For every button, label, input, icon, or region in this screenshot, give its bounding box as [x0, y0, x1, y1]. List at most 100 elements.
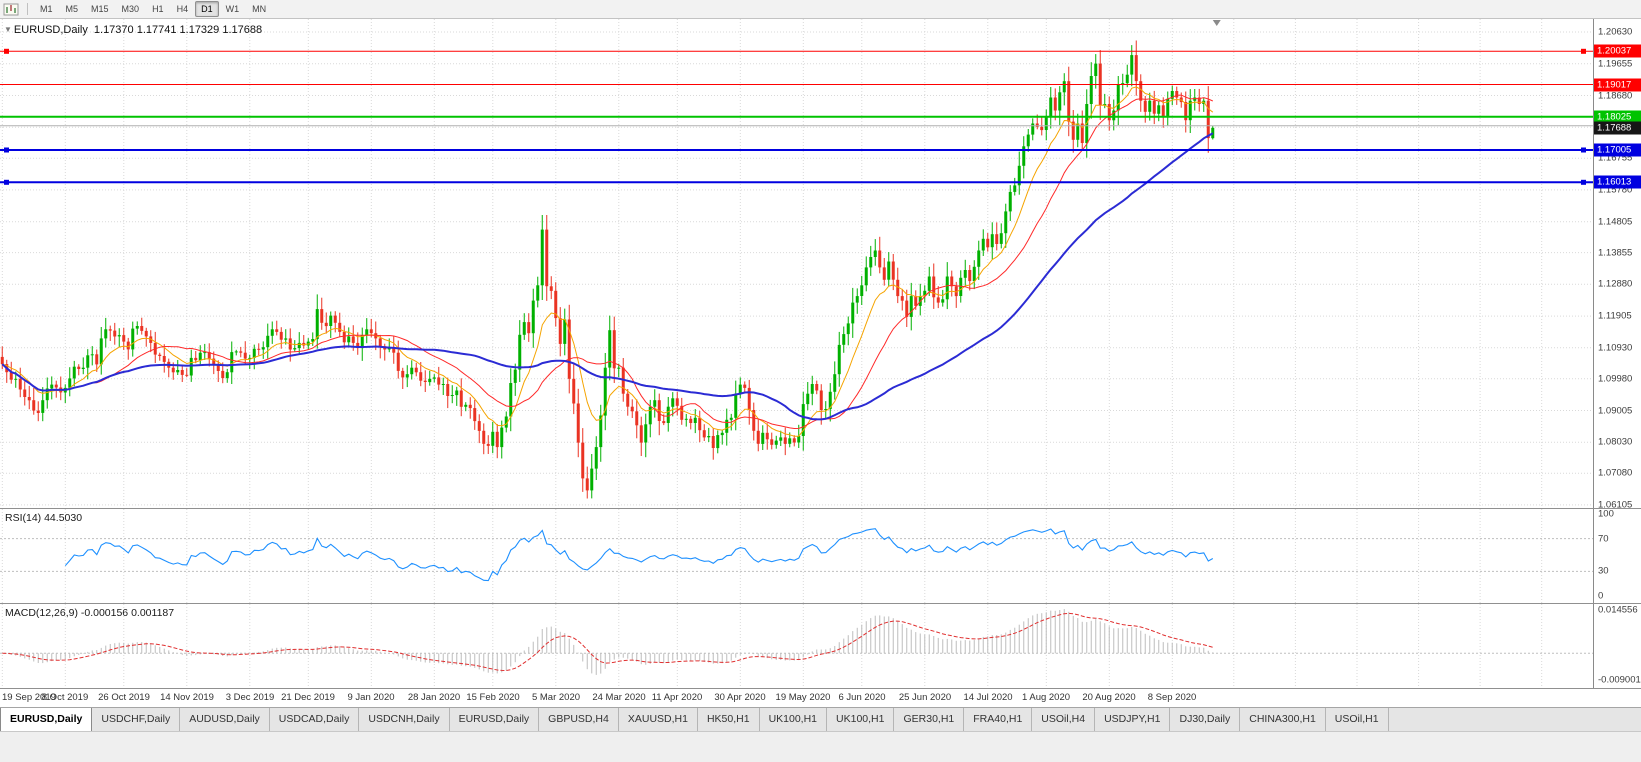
macd-label: MACD(12,26,9) -0.000156 0.001187	[5, 607, 175, 619]
collapse-arrow-icon[interactable]: ▼	[4, 25, 12, 34]
time-axis-label: 15 Feb 2020	[466, 692, 520, 703]
main-chart-panel[interactable]: ▼ EURUSD,Daily 1.17370 1.17741 1.17329 1.1…	[0, 19, 1641, 508]
time-axis-label: 24 Mar 2020	[592, 692, 646, 703]
chart-tab[interactable]: HK50,H1	[697, 708, 760, 731]
chart-tab[interactable]: UK100,H1	[827, 708, 895, 731]
time-axis-label: 9 Jan 2020	[347, 692, 395, 703]
time-axis-label: 8 Oct 2019	[41, 692, 89, 703]
time-axis-label: 14 Nov 2019	[160, 692, 214, 703]
price-chart-canvas[interactable]	[0, 19, 1593, 508]
price-axis-label: 1.08030	[1598, 436, 1633, 448]
time-axis-label: 21 Dec 2019	[281, 692, 335, 703]
time-axis-label: 25 Jun 2020	[898, 692, 952, 703]
price-axis: 1.206301.196551.186801.177051.167551.157…	[1593, 19, 1641, 508]
rsi-axis-label: 70	[1598, 533, 1609, 545]
price-axis-label: 1.11905	[1598, 310, 1632, 322]
chart-tab[interactable]: CHINA300,H1	[1240, 708, 1326, 731]
timeframe-button-m1[interactable]: M1	[40, 4, 53, 14]
time-axis-label: 14 Jul 2020	[963, 692, 1013, 703]
chart-tab[interactable]: USOil,H1	[1325, 708, 1389, 731]
rsi-axis-label: 100	[1598, 509, 1614, 520]
chart-info-line: ▼ EURUSD,Daily 1.17370 1.17741 1.17329 1.1…	[4, 24, 262, 36]
time-axis-label: 11 Apr 2020	[651, 692, 703, 703]
chart-tab[interactable]: UK100,H1	[759, 708, 828, 731]
chart-tab[interactable]: FRA40,H1	[964, 708, 1033, 731]
chart-tab[interactable]: USDCHF,Daily	[92, 708, 181, 731]
hline-price-tag: 1.20037	[1594, 44, 1641, 58]
rsi-canvas[interactable]	[0, 509, 1593, 603]
chart-tab[interactable]: USDCAD,Daily	[269, 708, 360, 731]
price-axis-label: 1.10930	[1598, 342, 1633, 354]
time-axis-label: 5 Mar 2020	[531, 692, 581, 703]
chart-tab[interactable]: EURUSD,Daily	[0, 708, 93, 731]
rsi-axis-label: 0	[1598, 590, 1604, 602]
timeframe-button-m30[interactable]: M30	[121, 4, 140, 14]
timeframe-button-w1[interactable]: W1	[225, 4, 240, 14]
hline-price-tag: 1.17005	[1594, 143, 1641, 157]
chart-symbol-label: EURUSD,Daily	[13, 24, 88, 36]
price-axis-label: 1.13855	[1598, 247, 1633, 259]
price-axis-label: 1.07080	[1598, 467, 1633, 479]
time-axis-label: 8 Sep 2020	[1147, 692, 1197, 703]
chart-tab[interactable]: USOil,H4	[1032, 708, 1096, 731]
macd-axis: 0.014556 -0.009001	[1593, 604, 1641, 688]
candlestick-chart-icon[interactable]	[3, 3, 19, 16]
time-axis-label: 20 Aug 2020	[1082, 692, 1136, 703]
hline-price-tag: 1.19017	[1594, 78, 1641, 91]
price-axis-label: 1.18680	[1598, 90, 1633, 101]
chart-tab[interactable]: EURUSD,Daily	[449, 708, 540, 731]
price-axis-label: 1.09980	[1598, 373, 1633, 385]
rsi-label: RSI(14) 44.5030	[5, 512, 83, 524]
time-axis-label: 28 Jan 2020	[407, 692, 461, 703]
price-axis-label: 1.09005	[1598, 405, 1633, 416]
hline-price-tag: 1.16013	[1594, 175, 1641, 189]
chart-tab[interactable]: USDJPY,H1	[1095, 708, 1171, 731]
timeframe-toolbar: M1 M5 M15 M30 H1 H4 D1 W1 MN	[0, 0, 1641, 19]
macd-axis-label: -0.009001	[1598, 674, 1641, 686]
chart-tab[interactable]: GER30,H1	[894, 708, 965, 731]
price-axis-label: 1.16755	[1598, 152, 1633, 164]
macd-axis-label: 0.014556	[1598, 604, 1638, 616]
timeframe-button-d1[interactable]: D1	[195, 1, 219, 17]
time-axis-label: 3 Dec 2019	[225, 692, 275, 703]
time-axis-label: 6 Jun 2020	[838, 692, 886, 703]
current-price-tag: 1.17688	[1594, 121, 1641, 135]
time-axis-label: 26 Oct 2019	[98, 692, 150, 703]
panel-splitter[interactable]	[0, 508, 1641, 509]
time-axis-label: 30 Apr 2020	[714, 692, 766, 703]
timeframe-button-m5[interactable]: M5	[65, 4, 79, 14]
price-axis-label: 1.12880	[1598, 278, 1633, 290]
time-axis: 19 Sep 2019 8 Oct 2019 26 Oct 2019 14 Nov 2…	[0, 689, 1641, 707]
time-axis-label: 19 Sep 2019	[2, 692, 56, 703]
chart-tab[interactable]: USDCNH,Daily	[359, 708, 450, 731]
chart-tab[interactable]: XAUUSD,H1	[618, 708, 698, 731]
chart-ohlc-values: 1.17370 1.17741 1.17329 1.17688	[93, 24, 263, 36]
chart-tabs: EURUSD,Daily USDCHF,Daily AUDUSD,Daily USDC…	[0, 707, 1641, 731]
time-axis-label: 19 May 2020	[775, 692, 831, 703]
hline-price-tag: 1.18025	[1594, 110, 1641, 124]
toolbar-separator	[27, 3, 28, 15]
rsi-axis: 100 70 30 0	[1593, 509, 1641, 603]
macd-canvas[interactable]	[0, 604, 1593, 688]
chart-tab[interactable]: GBPUSD,H4	[539, 708, 619, 731]
price-axis-label: 1.06105	[1598, 499, 1633, 508]
panel-splitter[interactable]	[0, 603, 1641, 604]
rsi-panel[interactable]: RSI(14) 44.5030 100 70 30 0	[0, 509, 1641, 603]
price-axis-label: 1.20630	[1598, 26, 1633, 38]
chart-tab[interactable]: DJ30,Daily	[1170, 708, 1241, 731]
rsi-axis-label: 30	[1598, 565, 1609, 577]
chart-tab[interactable]: AUDUSD,Daily	[180, 708, 270, 731]
timeframe-button-h1[interactable]: H1	[152, 4, 164, 14]
time-axis-label: 1 Aug 2020	[1021, 692, 1071, 703]
status-bar	[0, 731, 1641, 762]
macd-panel[interactable]: MACD(12,26,9) -0.000156 0.001187 0.01455…	[0, 604, 1641, 688]
timeframe-buttons: M1 M5 M15 M30 H1 H4 D1 W1 MN	[34, 1, 272, 17]
panel-splitter[interactable]	[0, 688, 1641, 689]
price-axis-label: 1.15780	[1598, 184, 1633, 196]
price-axis-label: 1.14805	[1598, 216, 1633, 228]
price-axis-label: 1.19655	[1598, 58, 1633, 70]
timeframe-button-mn[interactable]: MN	[252, 4, 267, 14]
timeframe-button-h4[interactable]: H4	[176, 4, 189, 14]
timeframe-button-m15[interactable]: M15	[91, 4, 109, 14]
